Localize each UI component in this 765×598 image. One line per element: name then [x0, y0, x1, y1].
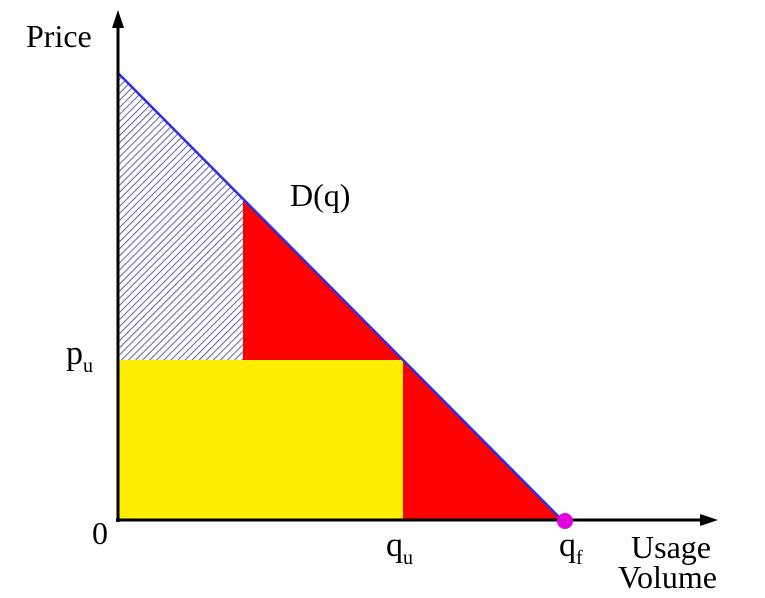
y-axis-arrow — [112, 10, 124, 28]
qty-tick-qf-main: q — [559, 527, 576, 564]
origin-label: 0 — [92, 515, 108, 551]
x-axis-label-line2: Volume — [618, 559, 717, 595]
x-axis-label-line1: Usage — [631, 529, 711, 565]
x-axis-arrow — [700, 514, 718, 526]
y-axis-label: Price — [26, 18, 92, 54]
demand-curve — [117, 72, 563, 521]
yellow-revenue-region — [118, 360, 403, 520]
price-tick-pu: pu — [66, 335, 93, 377]
price-tick-main: p — [66, 335, 83, 372]
curve-label: D(q) — [290, 177, 350, 213]
hatched-surplus-region — [118, 73, 243, 360]
qty-tick-qf-sub: f — [576, 547, 583, 569]
qty-tick-qu-main: q — [386, 527, 403, 564]
price-tick-sub: u — [83, 355, 93, 377]
qf-marker — [557, 513, 573, 529]
qty-tick-qf: qf — [559, 527, 583, 569]
qty-tick-qu: qu — [386, 527, 413, 569]
qty-tick-qu-sub: u — [403, 547, 413, 569]
